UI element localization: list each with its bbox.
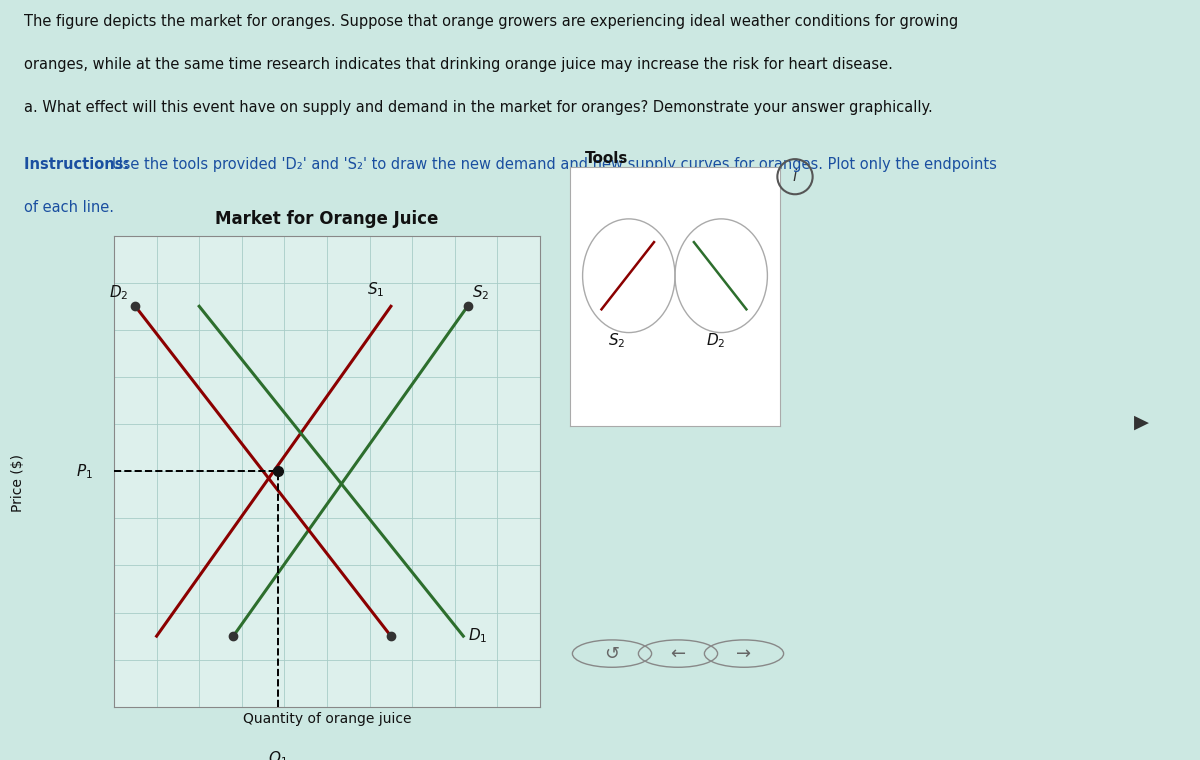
Text: $D_1$: $D_1$	[468, 627, 487, 645]
Text: $D_2$: $D_2$	[707, 331, 726, 350]
Text: ▶: ▶	[1134, 412, 1150, 432]
Text: a. What effect will this event have on supply and demand in the market for orang: a. What effect will this event have on s…	[24, 100, 932, 116]
Text: $S_1$: $S_1$	[367, 280, 384, 299]
Text: of each line.: of each line.	[24, 201, 114, 215]
Text: →: →	[737, 644, 751, 663]
Text: The figure depicts the market for oranges. Suppose that orange growers are exper: The figure depicts the market for orange…	[24, 14, 958, 29]
Text: Tools: Tools	[584, 150, 628, 166]
Text: $P_1$: $P_1$	[76, 462, 92, 480]
Text: $D_2$: $D_2$	[109, 283, 128, 302]
Text: $S_2$: $S_2$	[607, 331, 625, 350]
Text: i: i	[793, 169, 797, 184]
Text: oranges, while at the same time research indicates that drinking orange juice ma: oranges, while at the same time research…	[24, 57, 893, 72]
Text: Price ($): Price ($)	[11, 454, 25, 511]
Text: $Q_1$: $Q_1$	[268, 749, 288, 760]
Title: Market for Orange Juice: Market for Orange Juice	[215, 211, 439, 229]
Text: $S_2$: $S_2$	[472, 283, 490, 302]
Text: Instructions:: Instructions:	[24, 157, 134, 172]
Text: ←: ←	[671, 644, 685, 663]
Text: Use the tools provided 'D₂' and 'S₂' to draw the new demand and new supply curve: Use the tools provided 'D₂' and 'S₂' to …	[112, 157, 997, 172]
X-axis label: Quantity of orange juice: Quantity of orange juice	[242, 712, 412, 727]
Text: ↺: ↺	[605, 644, 619, 663]
